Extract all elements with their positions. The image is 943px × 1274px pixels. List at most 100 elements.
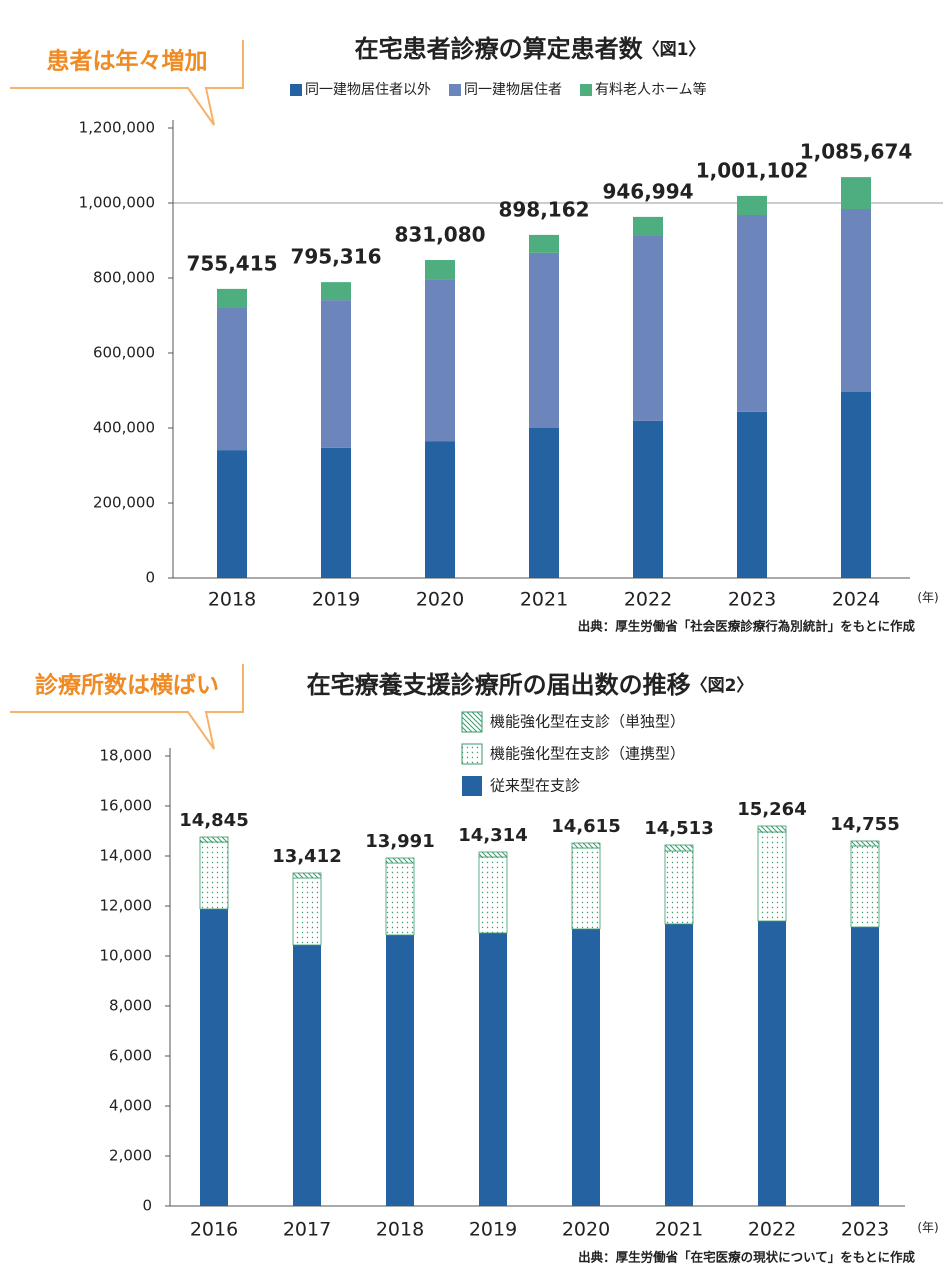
bar-segment xyxy=(217,450,247,578)
bar-segment xyxy=(425,260,455,280)
legend-swatch xyxy=(449,84,461,96)
total-label: 14,314 xyxy=(458,825,527,846)
x-tick-label: 2023 xyxy=(841,1219,889,1241)
bar-segment xyxy=(757,825,787,833)
total-label: 898,162 xyxy=(498,197,589,221)
bar-segment xyxy=(425,279,455,442)
callout-text: 患者は年々増加 xyxy=(47,48,208,75)
bar-segment xyxy=(293,945,321,1206)
bar-segment xyxy=(571,847,601,930)
bar-segment xyxy=(217,288,247,308)
y-tick-label: 600,000 xyxy=(93,344,155,362)
y-tick-label: 14,000 xyxy=(100,847,153,865)
total-label: 14,845 xyxy=(179,810,248,831)
x-tick-label: 2020 xyxy=(416,589,464,611)
bar-segment xyxy=(633,420,663,578)
total-label: 14,513 xyxy=(644,818,713,839)
bar-segment xyxy=(385,862,415,936)
y-tick-label: 0 xyxy=(145,569,155,587)
bar-segment xyxy=(664,844,694,852)
y-tick-label: 18,000 xyxy=(100,747,153,765)
title-text: 在宅療養支援診療所の届出数の推移 xyxy=(307,671,691,699)
bar-segment xyxy=(841,209,871,392)
x-tick-label: 2021 xyxy=(655,1219,703,1241)
bar-segment xyxy=(529,428,559,578)
y-tick-label: 2,000 xyxy=(109,1147,152,1165)
bar-segment xyxy=(841,392,871,578)
figure-label: 〈図1〉 xyxy=(643,39,706,60)
chart-title: 在宅患者診療の算定患者数〈図1〉 xyxy=(355,35,706,63)
total-label: 1,001,102 xyxy=(696,158,809,182)
source-note: 出典：厚生労働省「社会医療診療行為別統計」をもとに作成 xyxy=(578,619,916,634)
bar-segment xyxy=(529,252,559,428)
bar-segment xyxy=(321,282,351,301)
bar-segment xyxy=(851,927,879,1206)
x-tick-label: 2021 xyxy=(520,589,568,611)
bar-segment xyxy=(850,845,880,928)
total-label: 831,080 xyxy=(394,223,485,247)
bar-segment xyxy=(737,411,767,578)
y-tick-label: 12,000 xyxy=(100,897,153,915)
bar-segment xyxy=(292,872,322,879)
total-label: 795,316 xyxy=(290,245,381,269)
x-tick-label: 2018 xyxy=(208,589,256,611)
figure-label: 〈図2〉 xyxy=(691,675,754,696)
y-tick-label: 200,000 xyxy=(93,494,155,512)
total-label: 14,755 xyxy=(830,814,899,835)
bar-segment xyxy=(478,856,508,934)
legend-label: 機能強化型在支診（連携型） xyxy=(490,745,685,763)
y-tick-label: 800,000 xyxy=(93,269,155,287)
bar-segment xyxy=(425,441,455,578)
bar-segment xyxy=(321,300,351,448)
legend-label: 同一建物居住者以外 xyxy=(305,82,431,98)
legend-label: 従来型在支診 xyxy=(490,777,580,795)
x-tick-label: 2022 xyxy=(748,1219,796,1241)
bar-segment xyxy=(385,857,415,864)
x-tick-label: 2023 xyxy=(728,589,776,611)
bar-segment xyxy=(529,234,559,253)
bar-segment xyxy=(199,841,229,910)
callout-bubble xyxy=(10,40,244,126)
legend-swatch xyxy=(461,711,483,733)
x-tick-label: 2022 xyxy=(624,589,672,611)
bar-segment xyxy=(664,850,694,925)
total-label: 13,991 xyxy=(365,831,434,852)
x-axis-unit: (年) xyxy=(917,591,938,605)
legend-label: 機能強化型在支診（単独型） xyxy=(490,713,685,731)
legend-label: 同一建物居住者 xyxy=(464,82,562,98)
legend-swatch xyxy=(580,84,592,96)
bar-segment xyxy=(737,215,767,412)
legend-swatch xyxy=(290,84,302,96)
y-tick-label: 4,000 xyxy=(109,1097,152,1115)
bar-segment xyxy=(321,447,351,578)
bar-segment xyxy=(478,851,508,858)
bar-segment xyxy=(633,236,663,421)
total-label: 13,412 xyxy=(272,846,341,867)
bar-segment xyxy=(200,909,228,1206)
y-tick-label: 1,000,000 xyxy=(79,194,155,212)
chart-title: 在宅療養支援診療所の届出数の推移〈図2〉 xyxy=(307,671,754,699)
y-tick-label: 10,000 xyxy=(100,947,153,965)
bar-segment xyxy=(292,877,322,946)
y-tick-label: 8,000 xyxy=(109,997,152,1015)
bar-segment xyxy=(665,924,693,1206)
x-tick-label: 2019 xyxy=(312,589,360,611)
x-tick-label: 2024 xyxy=(832,589,880,611)
bar-segment xyxy=(850,840,880,847)
total-label: 946,994 xyxy=(602,179,693,203)
bar-segment xyxy=(217,308,247,451)
bar-segment xyxy=(841,177,871,209)
y-tick-label: 16,000 xyxy=(100,797,153,815)
total-label: 15,264 xyxy=(737,799,806,820)
total-label: 1,085,674 xyxy=(800,140,913,164)
x-tick-label: 2020 xyxy=(562,1219,610,1241)
bar-segment xyxy=(479,933,507,1206)
legend-swatch xyxy=(461,743,483,765)
x-axis-unit: (年) xyxy=(917,1221,938,1235)
x-tick-label: 2017 xyxy=(283,1219,331,1241)
bar-segment xyxy=(571,842,601,849)
bar-segment xyxy=(737,195,767,215)
total-label: 755,415 xyxy=(186,251,277,275)
